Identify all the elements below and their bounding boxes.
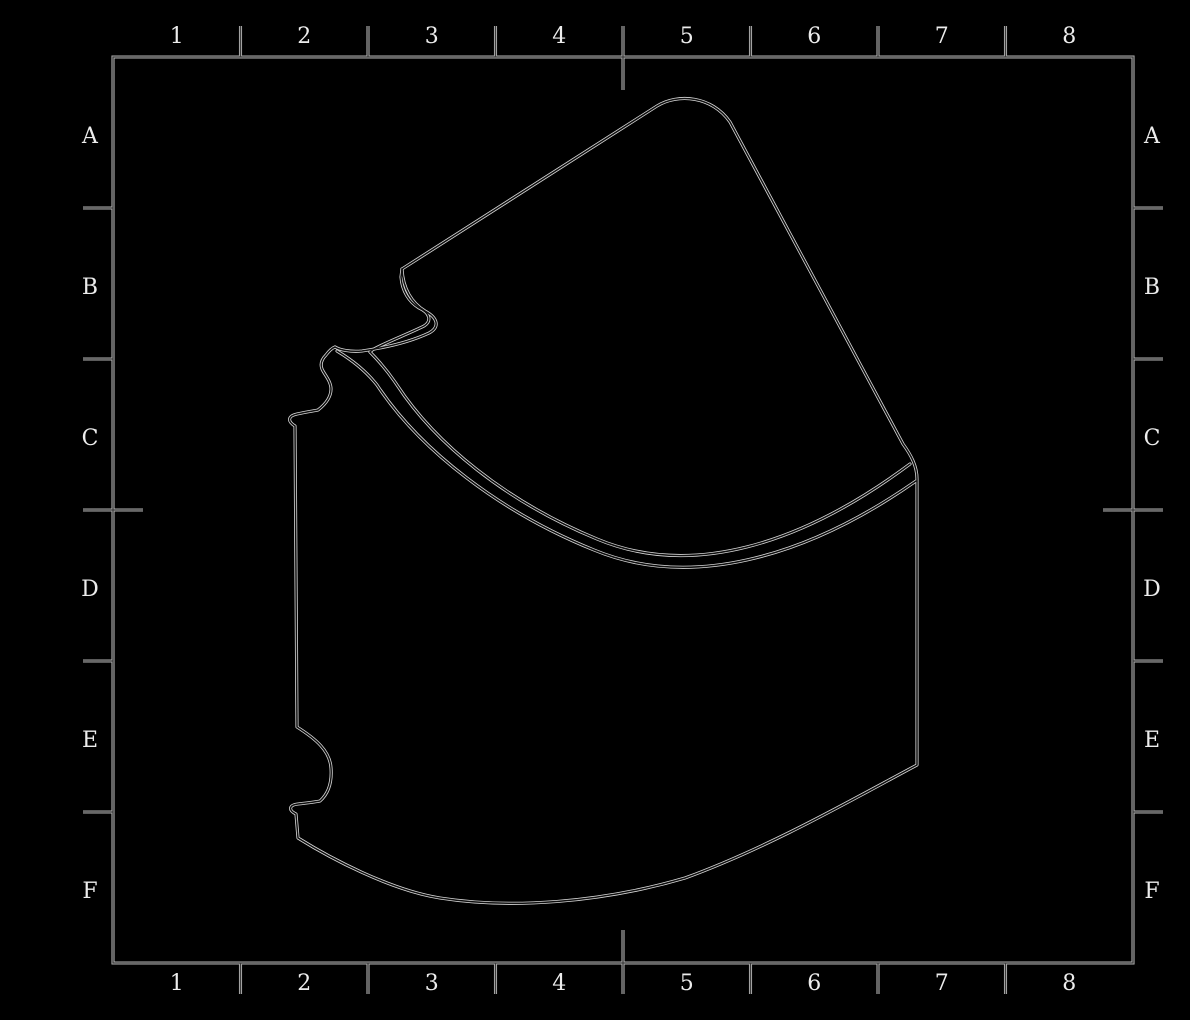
zone-col-label-bottom-5: 5 [679,971,694,996]
zone-col-label-bottom-4: 4 [552,971,567,996]
zone-col-label-bottom-7: 7 [934,971,949,996]
zone-col-label-top-5: 5 [679,24,694,49]
zone-row-label-right-f: F [1144,878,1160,904]
part-outline-core [288,97,918,905]
zone-col-label-bottom-6: 6 [807,971,822,996]
zone-col-label-top-2: 2 [297,24,312,49]
zone-row-label-right-b: B [1143,274,1161,300]
zone-row-label-left-a: A [82,123,98,149]
zone-col-label-bottom-2: 2 [297,971,312,996]
zone-col-label-bottom-8: 8 [1062,971,1077,996]
zone-row-label-left-c: C [81,425,99,451]
sheet-frame [81,24,1165,996]
zone-col-label-bottom-3: 3 [424,971,439,996]
zone-row-label-right-a: A [1144,123,1160,149]
zone-row-label-left-d: D [81,576,99,602]
zone-col-label-top-4: 4 [552,24,567,49]
zone-row-label-right-c: C [1143,425,1161,451]
zone-col-label-top-8: 8 [1062,24,1077,49]
zone-row-label-left-b: B [81,274,99,300]
zone-row-label-right-d: D [1143,576,1161,602]
part-outline-halo [288,96,919,905]
zone-col-label-top-3: 3 [424,24,439,49]
zone-row-label-right-e: E [1143,727,1161,753]
zone-col-label-top-7: 7 [934,24,949,49]
zone-col-label-bottom-1: 1 [169,971,184,996]
zone-col-label-top-1: 1 [169,24,184,49]
zone-row-label-left-e: E [81,727,99,753]
zone-row-label-left-f: F [82,878,98,904]
part-outline [288,96,919,905]
zone-col-label-top-6: 6 [807,24,822,49]
